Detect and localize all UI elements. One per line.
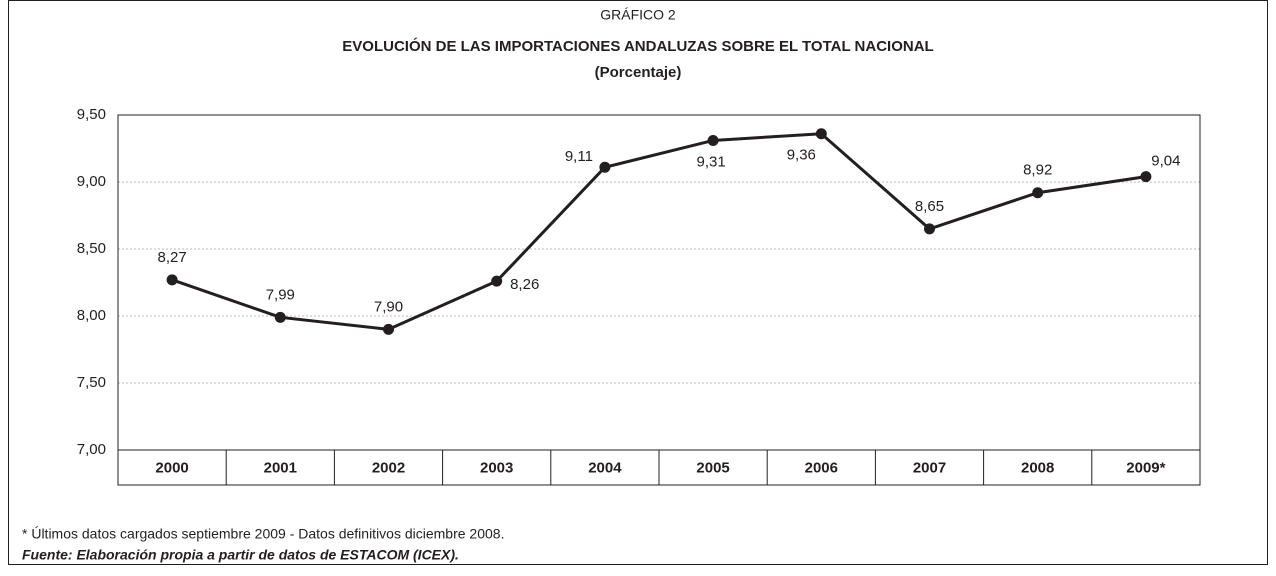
marker <box>491 275 503 287</box>
chart-subtitle: (Porcentaje) <box>595 64 682 81</box>
marker <box>599 161 611 173</box>
data-label: 7,99 <box>266 286 295 303</box>
x-tick-label: 2006 <box>805 459 838 476</box>
x-tick-label: 2003 <box>480 459 513 476</box>
x-tick-label: 2002 <box>372 459 405 476</box>
y-tick-label: 8,00 <box>77 307 106 324</box>
marker <box>1140 171 1152 183</box>
y-tick-label: 9,00 <box>77 173 106 190</box>
data-label: 8,92 <box>1023 162 1052 179</box>
footnote: * Últimos datos cargados septiembre 2009… <box>22 526 504 542</box>
source: Fuente: Elaboración propia a partir de d… <box>22 547 459 563</box>
x-tick-label: 2008 <box>1021 459 1054 476</box>
y-tick-label: 7,50 <box>77 374 106 391</box>
marker <box>815 128 827 140</box>
marker <box>924 223 935 235</box>
data-label: 9,31 <box>696 153 725 170</box>
chart-title: EVOLUCIÓN DE LAS IMPORTACIONES ANDALUZAS… <box>342 37 933 55</box>
data-label: 7,90 <box>374 298 403 315</box>
x-tick-label: 2001 <box>264 459 297 476</box>
x-tick-label: 2005 <box>696 459 729 476</box>
y-tick-label: 7,00 <box>77 441 106 458</box>
frame <box>8 0 1268 565</box>
x-tick-label: 2004 <box>588 459 622 476</box>
data-label: 9,11 <box>565 148 593 165</box>
data-label: 9,36 <box>787 147 816 164</box>
x-tick-label: 2000 <box>155 459 188 476</box>
y-tick-label: 9,50 <box>77 106 106 123</box>
marker <box>383 323 394 335</box>
line <box>171 132 1147 331</box>
data-label: 8,65 <box>915 198 944 215</box>
data-label: 8,27 <box>157 249 186 266</box>
x-tick-label: 2007 <box>913 459 946 476</box>
data-label: 9,04 <box>1151 153 1180 170</box>
data-label: 8,26 <box>510 276 539 293</box>
y-tick-label: 8,50 <box>77 240 106 257</box>
marker <box>1032 187 1044 199</box>
marker <box>166 274 178 286</box>
marker <box>274 311 286 323</box>
chart-number: GRÁFICO 2 <box>600 7 676 23</box>
x-tick-label: 2009* <box>1126 459 1165 476</box>
marker <box>707 134 719 146</box>
